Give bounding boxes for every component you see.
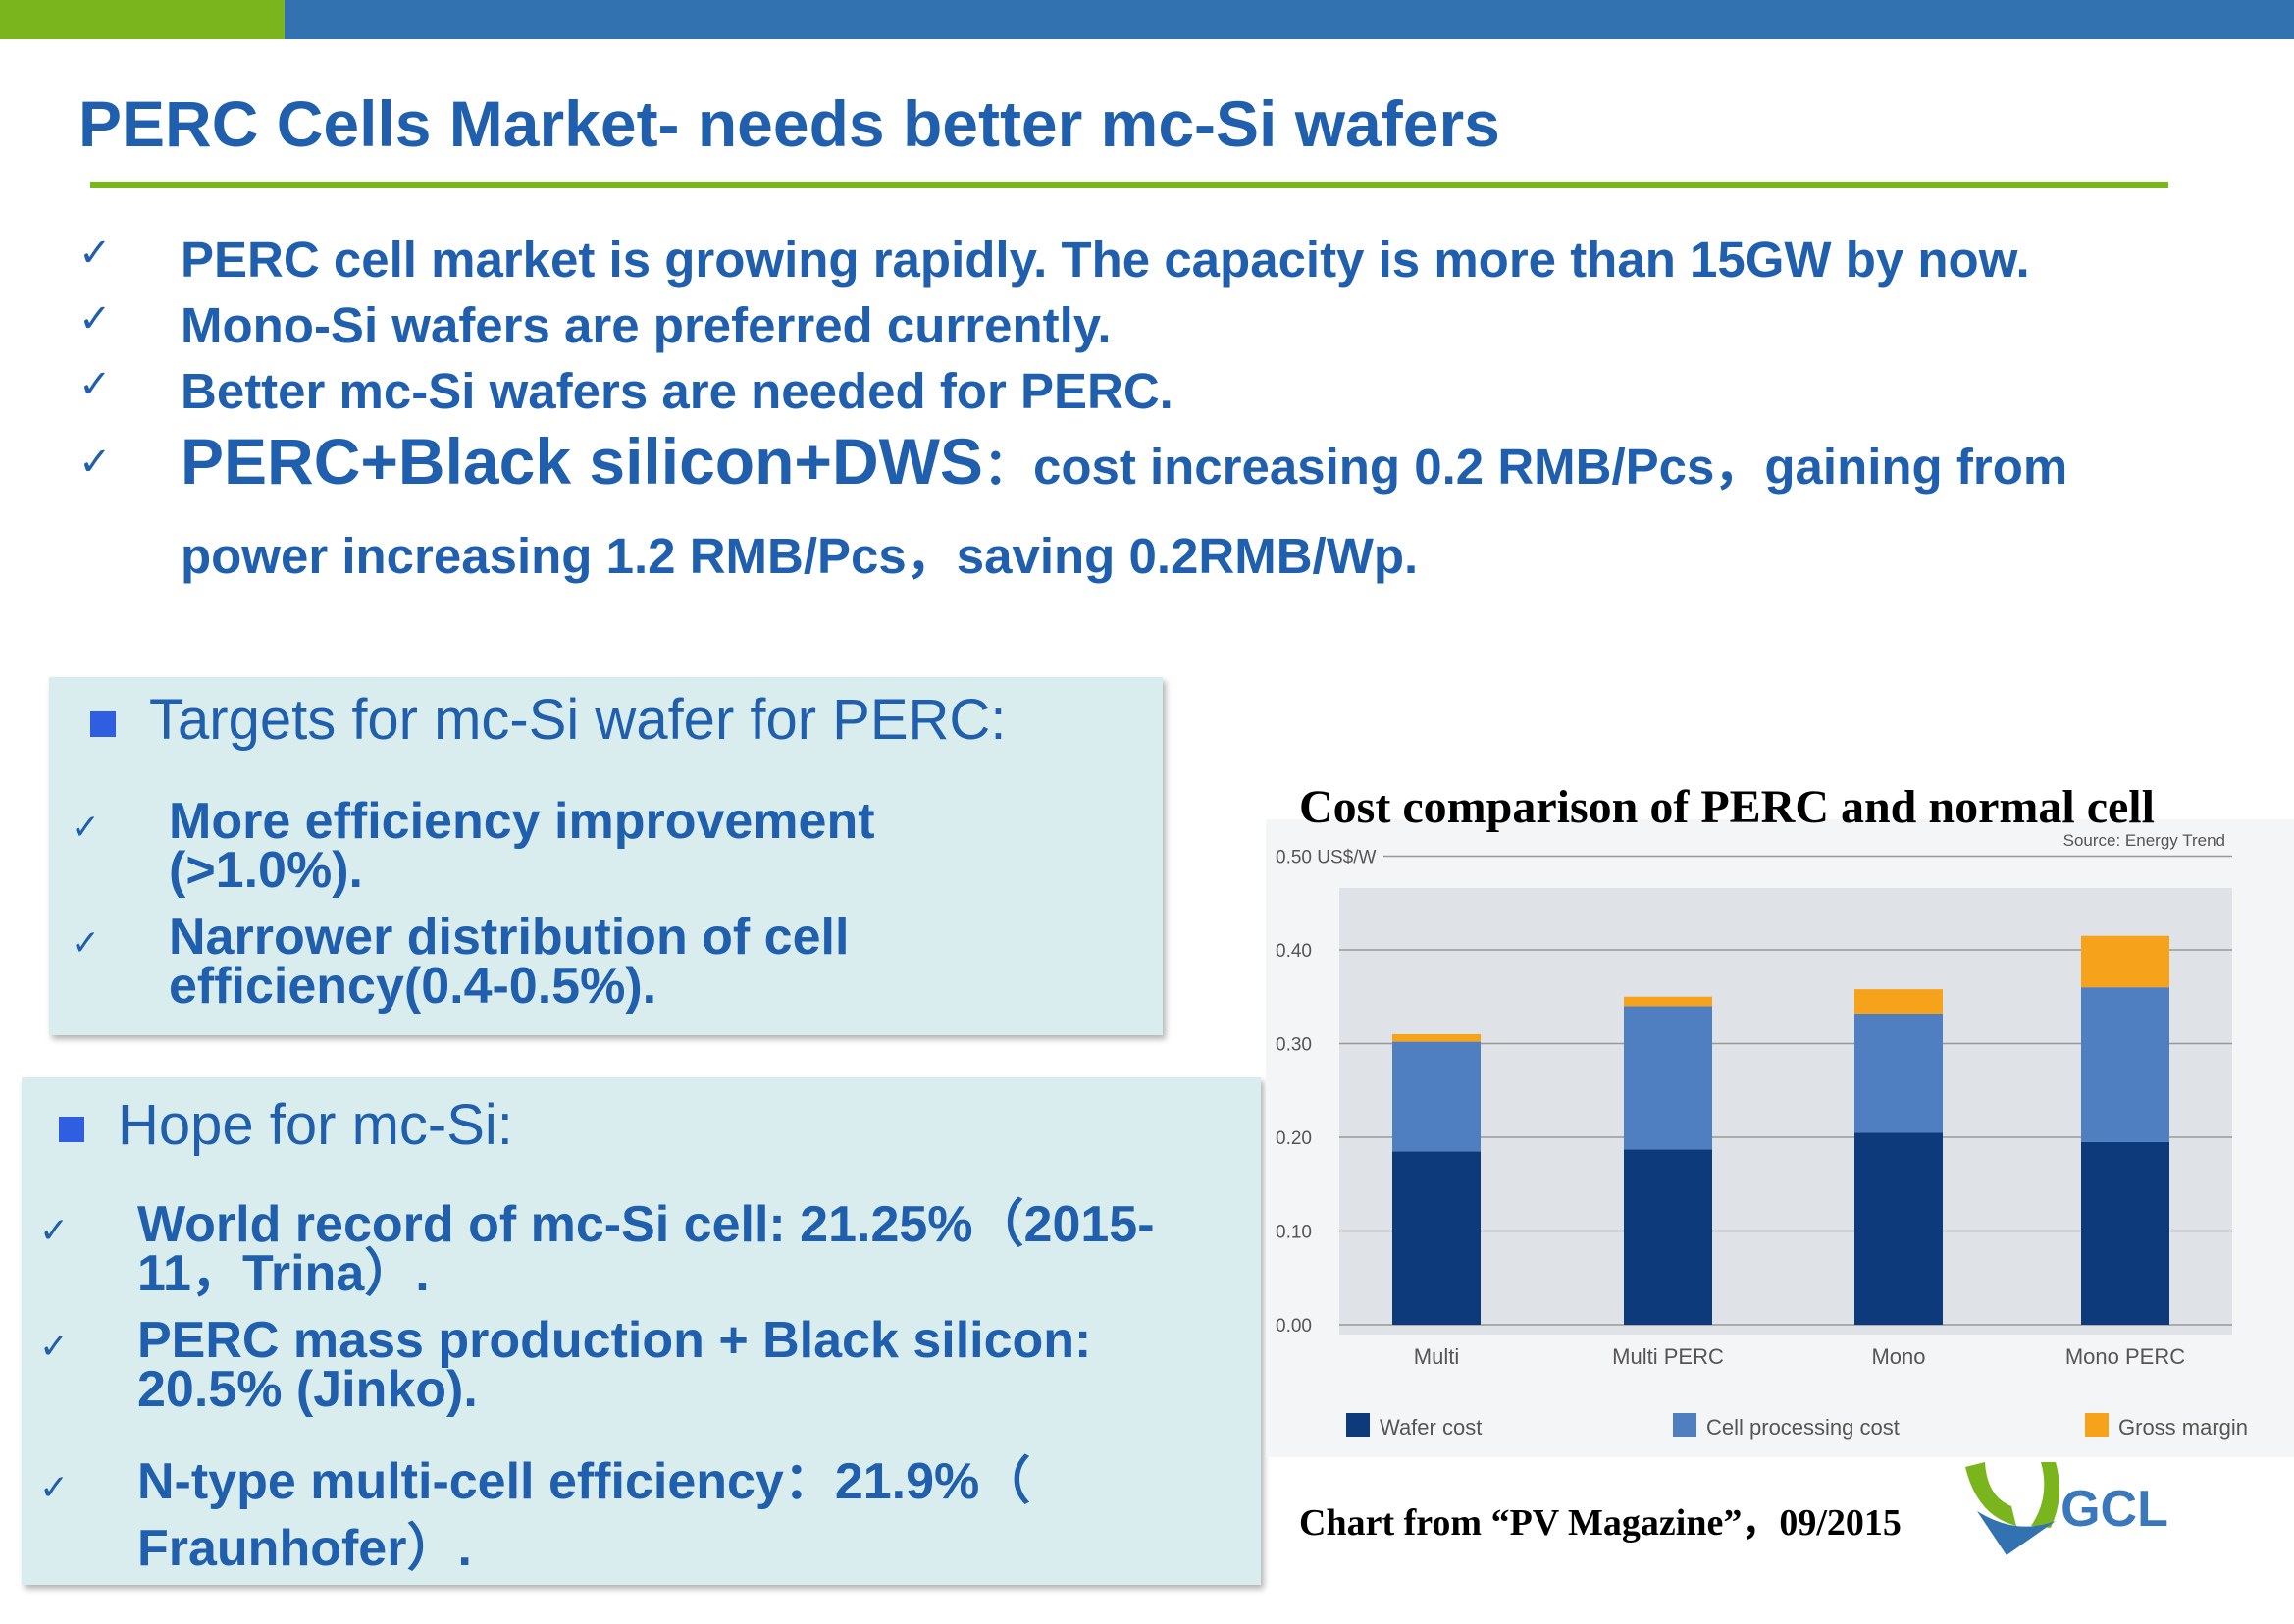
y-tick-label: 0.40 (1276, 941, 1312, 962)
legend-label: Gross margin (2118, 1415, 2248, 1440)
bar-gross-margin (2081, 935, 2169, 988)
y-tick-label: 0.00 (1276, 1316, 1312, 1336)
title-underline (90, 182, 2168, 188)
chart-title: Cost comparison of PERC and normal cell (1299, 781, 2155, 833)
bar-wafer-cost (1392, 1151, 1481, 1325)
x-tick-label: Multi (1414, 1344, 1459, 1369)
bar-cell-processing-cost (1624, 1006, 1712, 1150)
y-tick-label: 0.20 (1276, 1128, 1312, 1149)
chart-source: Source: Energy Trend (2063, 831, 2225, 850)
bar-cell-processing-cost (1854, 1013, 1943, 1133)
check-icon: ✓ (78, 441, 112, 484)
legend-swatch (2085, 1413, 2109, 1437)
bar-gross-margin (1392, 1033, 1481, 1042)
top-accent-green (0, 0, 285, 39)
bar-wafer-cost (1854, 1132, 1943, 1325)
check-icon: ✓ (78, 232, 112, 275)
chart-caption: Chart from “PV Magazine”，09/2015 (1299, 1502, 1902, 1544)
check-icon: ✓ (39, 1467, 70, 1507)
check-icon: ✓ (78, 363, 112, 406)
square-bullet-icon (90, 710, 116, 737)
check-icon: ✓ (78, 297, 112, 341)
target-item: ✓ More efficiency improvement (>1.0%). (71, 793, 875, 899)
bar-cell-processing-cost (2081, 987, 2169, 1142)
bar-wafer-cost (2081, 1141, 2169, 1325)
targets-box: Targets for mc-Si wafer for PERC: ✓ More … (49, 677, 1163, 1035)
check-icon: ✓ (71, 922, 101, 963)
hope-heading: Hope for mc-Si: (59, 1092, 513, 1158)
hope-box: Hope for mc-Si: ✓ World record of mc-Si c… (22, 1077, 1261, 1585)
svg-text:GCL: GCL (2060, 1481, 2168, 1538)
top-accent-blue (285, 0, 2294, 39)
x-tick-label: Mono (1871, 1344, 1925, 1369)
hope-item: ✓ N-type multi-cell efficiency：21.9%（ Frau… (39, 1453, 1031, 1577)
check-icon: ✓ (39, 1326, 70, 1366)
y-tick-label: 0.10 (1276, 1223, 1312, 1243)
bar-gross-margin (1854, 989, 1943, 1014)
legend-swatch (1346, 1413, 1370, 1437)
legend-label: Wafer cost (1380, 1415, 1482, 1440)
bar-wafer-cost (1624, 1149, 1712, 1325)
y-tick-label: 0.50 US$/W (1276, 848, 1376, 868)
targets-heading: Targets for mc-Si wafer for PERC: (90, 687, 1006, 753)
slide-title: PERC Cells Market- needs better mc-Si wa… (78, 87, 1500, 160)
legend-swatch (1673, 1413, 1696, 1437)
check-icon: ✓ (39, 1210, 70, 1250)
legend-label: Cell processing cost (1706, 1415, 1900, 1440)
hope-item: ✓ World record of mc-Si cell: 21.25%（2015… (39, 1196, 1155, 1302)
target-item: ✓ Narrower distribution of cell efficiency… (71, 909, 850, 1015)
y-tick-label: 0.30 (1276, 1035, 1312, 1056)
bar-cell-processing-cost (1392, 1041, 1481, 1152)
hope-item: ✓ PERC mass production + Black silicon: 20… (39, 1312, 1092, 1418)
gcl-logo: GCL (1965, 1462, 2168, 1555)
square-bullet-icon (59, 1116, 84, 1142)
bar-gross-margin (1624, 996, 1712, 1007)
x-tick-label: Mono PERC (2065, 1344, 2185, 1369)
check-icon: ✓ (71, 807, 101, 847)
x-tick-label: Multi PERC (1612, 1344, 1724, 1369)
